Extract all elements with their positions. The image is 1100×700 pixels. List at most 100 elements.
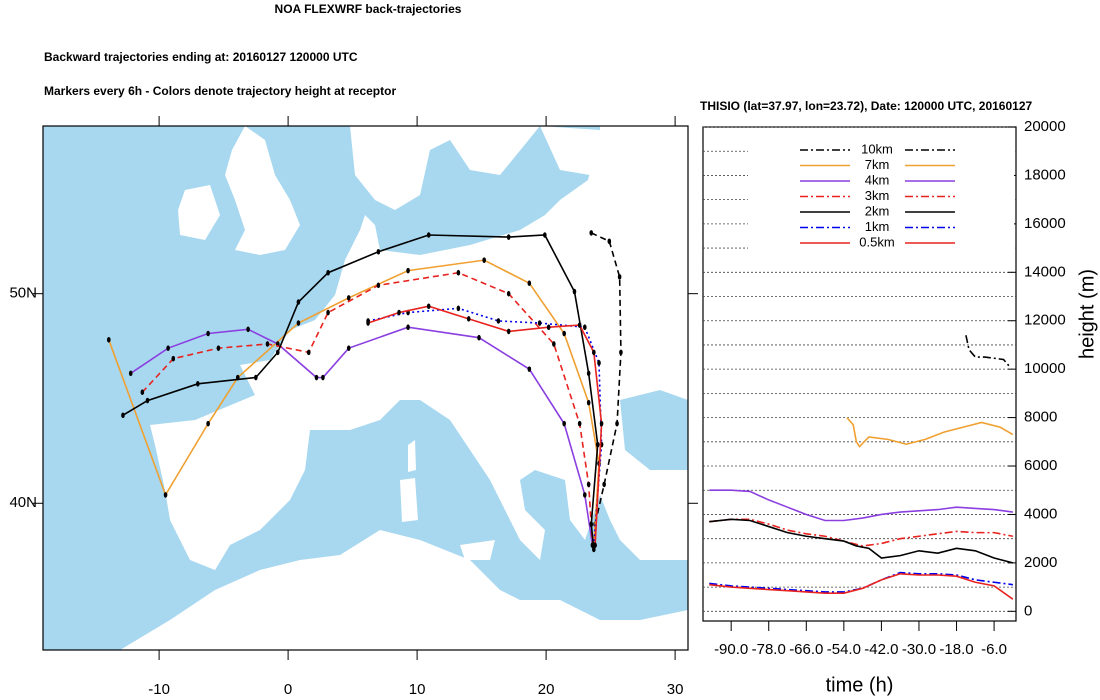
marker [597,360,601,366]
trajectory-line [709,489,1013,522]
y-tick-label: 14000 [1024,263,1066,280]
x-tick-label: -10 [148,681,170,698]
marker [366,320,370,326]
marker [128,370,133,377]
marker [477,334,481,341]
marker [346,345,351,351]
trajectory-line [709,571,1013,593]
marker [275,349,280,356]
x-tick-label: -30.0 [902,641,936,658]
marker [376,282,381,289]
x-tick-label: -42.0 [864,641,898,658]
marker [552,341,556,347]
marker [593,542,597,548]
y-tick-label: 2000 [1024,554,1057,571]
marker [145,397,150,404]
marker [527,366,532,372]
legend-label: 4km [865,172,890,187]
marker [589,230,594,236]
marker [456,305,461,312]
map-background [43,126,688,650]
marker [426,232,431,238]
x-tick-label: 10 [409,681,426,698]
marker [617,274,622,280]
y-tick-label: 4000 [1024,505,1057,522]
marker [562,420,566,427]
marker [326,269,330,276]
land [120,126,688,650]
marker [615,420,619,427]
y-tick-label: 40N [9,494,37,511]
marker [506,290,511,297]
trajectory-line [709,518,1014,547]
y-tick-label: 0 [1024,602,1032,619]
marker [496,318,501,324]
marker [397,309,401,316]
y-tick-label: 6000 [1024,457,1057,474]
y-tick-label: 50N [9,285,37,302]
y-tick-label: 20000 [1024,118,1066,135]
marker [216,345,221,351]
marker [296,299,301,305]
marker [583,492,587,498]
trajectory-line [130,326,594,546]
black-sea [620,390,688,470]
trajectory-line [965,335,1011,368]
y-tick-label: 8000 [1024,409,1057,426]
marker [599,420,604,427]
marker [586,399,591,406]
marker [246,326,250,333]
marker [586,370,591,377]
x-tick-label: -90.0 [714,641,748,658]
y-tick-label: 10000 [1024,360,1066,377]
legend-label: 7km [865,157,890,172]
map-frame [42,125,689,651]
marker [166,345,170,351]
marker [592,546,596,553]
marker [140,389,145,395]
marker [506,234,511,240]
marker [592,349,596,356]
marker [426,303,431,310]
legend-label: 0.5km [859,234,894,249]
marker [206,420,210,427]
marker [466,316,471,322]
x-tick-label: -18.0 [939,641,973,658]
legend-label: 1km [865,219,890,234]
x-tick-label: -78.0 [752,641,786,658]
x-tick-label: 30 [667,681,684,698]
y-axis-title: height (m) [1076,269,1098,359]
marker [562,330,566,337]
marker [602,481,606,488]
legend-label: 3km [865,188,890,203]
marker [586,481,591,488]
marker [546,324,551,331]
x-axis-title: time (h) [826,674,894,696]
marker [589,521,594,528]
trajectory-line [846,417,1014,448]
subtitle: Backward trajectories ending at: 2016012… [44,50,358,64]
marker [163,492,168,498]
trajectory-line [122,234,599,550]
marker [265,341,270,347]
marker [456,269,461,276]
trajectory-line [709,518,1014,564]
y-tick-label: 12000 [1024,312,1066,329]
y-tick-label: 16000 [1024,215,1066,232]
marker [306,349,311,356]
x-tick-label: -66.0 [789,641,823,658]
marker [583,324,587,331]
marker [296,320,301,326]
marker [206,330,210,337]
marker [619,349,623,356]
marker [196,381,200,387]
marker [482,257,486,263]
legend-label: 2km [865,203,890,218]
marker [527,280,532,287]
marker [577,322,582,328]
marker [537,320,542,326]
marker [506,328,511,335]
marker [321,374,325,381]
marker [577,420,582,427]
